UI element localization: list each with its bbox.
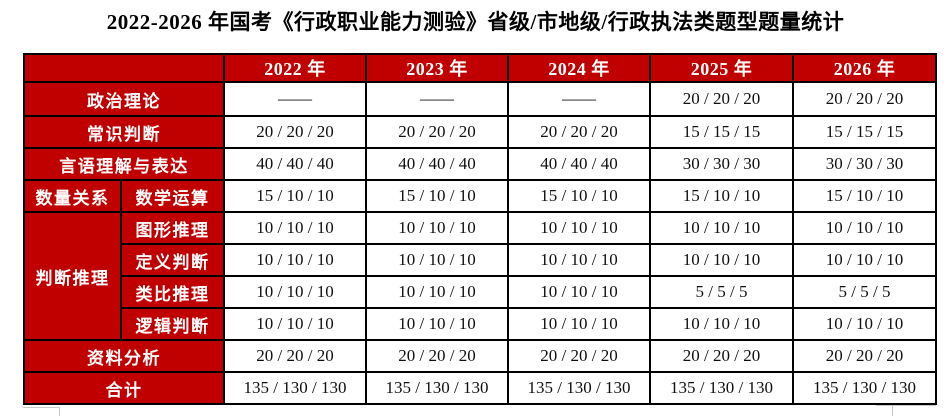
cell-common-sense-2026: 15 / 15 / 15 [792, 115, 937, 149]
cell-math-2023: 15 / 10 / 10 [365, 179, 509, 213]
table-handle-artifact-left [23, 407, 60, 416]
row-label-verbal-comprehension: 言语理解与表达 [23, 147, 225, 181]
cell-math-2022: 15 / 10 / 10 [223, 179, 367, 213]
cell-figure-2026: 10 / 10 / 10 [792, 211, 937, 245]
cell-politics-theory-2026: 20 / 20 / 20 [792, 81, 937, 117]
cell-verbal-2023: 40 / 40 / 40 [365, 147, 509, 181]
row-label-total: 合计 [23, 371, 225, 405]
cell-total-2023: 135 / 130 / 130 [365, 371, 509, 405]
cell-data-analysis-2025: 20 / 20 / 20 [649, 339, 794, 373]
table-row: 判断推理 图形推理 10 / 10 / 10 10 / 10 / 10 10 /… [23, 211, 937, 341]
cell-total-2024: 135 / 130 / 130 [507, 371, 651, 405]
year-header-2023: 2023 年 [365, 53, 509, 83]
page-title: 2022-2026 年国考《行政职业能力测验》省级/市地级/行政执法类题型题量统… [106, 10, 845, 34]
cell-common-sense-2022: 20 / 20 / 20 [223, 115, 367, 149]
table-row: 资料分析 20 / 20 / 20 20 / 20 / 20 20 / 20 /… [23, 339, 937, 373]
cell-verbal-2025: 30 / 30 / 30 [649, 147, 794, 181]
cell-logical-2025: 10 / 10 / 10 [649, 307, 794, 341]
cell-politics-theory-2022: —— [223, 81, 367, 117]
row-label-logical-judgment: 逻辑判断 [120, 307, 225, 341]
cell-total-2022: 135 / 130 / 130 [223, 371, 367, 405]
cell-verbal-2026: 30 / 30 / 30 [792, 147, 937, 181]
cell-figure-2025: 10 / 10 / 10 [649, 211, 794, 245]
cell-politics-theory-2023: —— [365, 81, 509, 117]
cell-common-sense-2024: 20 / 20 / 20 [507, 115, 651, 149]
cell-math-2025: 15 / 10 / 10 [649, 179, 794, 213]
cell-figure-2023: 10 / 10 / 10 [365, 211, 509, 245]
row-label-figure-reasoning: 图形推理 [120, 211, 225, 245]
group-label-judgment-reasoning: 判断推理 [23, 211, 122, 341]
cell-verbal-2022: 40 / 40 / 40 [223, 147, 367, 181]
year-header-2026: 2026 年 [792, 53, 937, 83]
table-header-row: 2022 年 2023 年 2024 年 2025 年 2026 年 [23, 53, 937, 83]
cell-data-analysis-2024: 20 / 20 / 20 [507, 339, 651, 373]
cell-data-analysis-2022: 20 / 20 / 20 [223, 339, 367, 373]
row-label-data-analysis: 资料分析 [23, 339, 225, 373]
year-header-2022: 2022 年 [223, 53, 367, 83]
row-label-definition-judgment: 定义判断 [120, 243, 225, 277]
cell-analogy-2024: 10 / 10 / 10 [507, 275, 651, 309]
cell-politics-theory-2025: 20 / 20 / 20 [649, 81, 794, 117]
cell-definition-2023: 10 / 10 / 10 [365, 243, 509, 277]
row-label-analogy-reasoning: 类比推理 [120, 275, 225, 309]
cell-data-analysis-2026: 20 / 20 / 20 [792, 339, 937, 373]
cell-figure-2022: 10 / 10 / 10 [223, 211, 367, 245]
row-label-politics-theory: 政治理论 [23, 81, 225, 117]
cell-analogy-2023: 10 / 10 / 10 [365, 275, 509, 309]
table-row: 政治理论 —— —— —— 20 / 20 / 20 20 / 20 / 20 [23, 81, 937, 117]
cell-math-2026: 15 / 10 / 10 [792, 179, 937, 213]
table-row: 定义判断 10 / 10 / 10 10 / 10 / 10 10 / 10 /… [24, 243, 937, 277]
cell-logical-2026: 10 / 10 / 10 [792, 307, 937, 341]
table-row: 类比推理 10 / 10 / 10 10 / 10 / 10 10 / 10 /… [24, 275, 937, 309]
cell-definition-2022: 10 / 10 / 10 [223, 243, 367, 277]
cell-definition-2026: 10 / 10 / 10 [792, 243, 937, 277]
row-label-common-sense: 常识判断 [23, 115, 225, 149]
table-row: 逻辑判断 10 / 10 / 10 10 / 10 / 10 10 / 10 /… [24, 307, 937, 341]
year-header-2025: 2025 年 [649, 53, 794, 83]
table-row: 数量关系 数学运算 15 / 10 / 10 15 / 10 / 10 15 /… [23, 179, 937, 213]
corner-cell [23, 53, 225, 83]
year-header-2024: 2024 年 [507, 53, 651, 83]
cell-logical-2023: 10 / 10 / 10 [365, 307, 509, 341]
question-count-table: 2022 年 2023 年 2024 年 2025 年 2026 年 政治理论 … [23, 53, 937, 405]
cell-analogy-2026: 5 / 5 / 5 [792, 275, 937, 309]
table-row: 常识判断 20 / 20 / 20 20 / 20 / 20 20 / 20 /… [23, 115, 937, 149]
cell-logical-2022: 10 / 10 / 10 [223, 307, 367, 341]
cell-data-analysis-2023: 20 / 20 / 20 [365, 339, 509, 373]
cell-figure-2024: 10 / 10 / 10 [507, 211, 651, 245]
cell-common-sense-2023: 20 / 20 / 20 [365, 115, 509, 149]
row-label-math-operations: 数学运算 [120, 179, 225, 213]
cell-analogy-2022: 10 / 10 / 10 [223, 275, 367, 309]
cell-total-2025: 135 / 130 / 130 [649, 371, 794, 405]
table-handle-artifact-right-vertical [892, 405, 893, 416]
cell-analogy-2025: 5 / 5 / 5 [649, 275, 794, 309]
cell-logical-2024: 10 / 10 / 10 [507, 307, 651, 341]
table-handle-artifact-right-horizontal [876, 405, 936, 406]
cell-politics-theory-2024: —— [507, 81, 651, 117]
cell-total-2026: 135 / 130 / 130 [792, 371, 937, 405]
cell-common-sense-2025: 15 / 15 / 15 [649, 115, 794, 149]
group-label-quantitative-relations: 数量关系 [23, 179, 122, 213]
table-row: 言语理解与表达 40 / 40 / 40 40 / 40 / 40 40 / 4… [23, 147, 937, 181]
table-row: 合计 135 / 130 / 130 135 / 130 / 130 135 /… [23, 371, 937, 405]
cell-definition-2025: 10 / 10 / 10 [649, 243, 794, 277]
cell-definition-2024: 10 / 10 / 10 [507, 243, 651, 277]
cell-math-2024: 15 / 10 / 10 [507, 179, 651, 213]
cell-verbal-2024: 40 / 40 / 40 [507, 147, 651, 181]
